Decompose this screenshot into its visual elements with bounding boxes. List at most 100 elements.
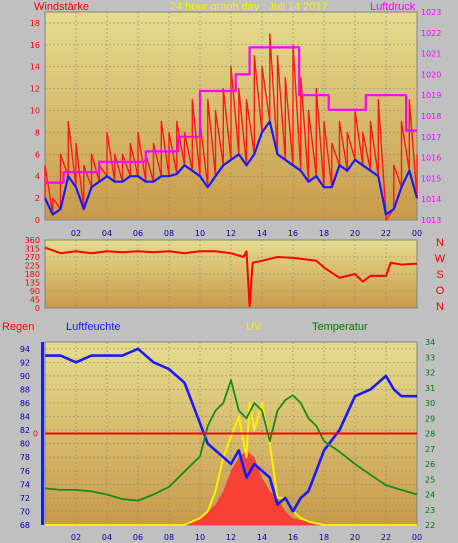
y2-tick-label: 28 — [425, 430, 435, 439]
y2-tick-label: 1017 — [421, 133, 441, 142]
y-tick-label: 82 — [20, 426, 30, 435]
y2-tick-label: 1018 — [421, 112, 441, 121]
y2-tick-label: 27 — [425, 445, 435, 454]
y2-tick-label: 29 — [425, 414, 435, 423]
rain-scale-bar — [41, 342, 44, 525]
regen-label: Regen — [2, 321, 34, 333]
x-tick-label: 00 — [412, 229, 422, 238]
y-tick-label: 88 — [20, 385, 30, 394]
y-tick-label: 90 — [30, 287, 40, 296]
x-tick-label: 12 — [226, 533, 236, 542]
x-tick-label: 02 — [71, 533, 81, 542]
y-tick-label: 72 — [20, 494, 30, 503]
luftdruck-label: Luftdruck — [370, 1, 416, 13]
y2-tick-label: 26 — [425, 460, 435, 469]
x-tick-label: 04 — [102, 229, 112, 238]
compass-label: O — [436, 285, 445, 297]
y2-tick-label: 24 — [425, 491, 435, 500]
y2-tick-label: 1021 — [421, 50, 441, 59]
temperature-line — [44, 379, 418, 502]
pressure-line — [45, 46, 417, 184]
y-tick-label: 2 — [35, 194, 40, 203]
y-tick-label: 94 — [20, 345, 30, 354]
y-tick-label: 135 — [25, 279, 40, 288]
y-tick-label: 360 — [25, 236, 40, 245]
humidity-line — [45, 347, 417, 513]
y2-tick-label: 1013 — [421, 216, 441, 225]
wind-gust-line — [44, 33, 418, 221]
temperatur-label: Temperatur — [312, 321, 368, 333]
y-tick-label: 16 — [30, 41, 40, 50]
y2-tick-label: 34 — [425, 338, 435, 347]
y2-tick-label: 33 — [425, 353, 435, 362]
y2-tick-label: 1022 — [421, 29, 441, 38]
y2-tick-label: 1015 — [421, 174, 441, 183]
x-tick-label: 10 — [195, 533, 205, 542]
y-tick-label: 10 — [30, 107, 40, 116]
x-tick-label: 06 — [133, 229, 143, 238]
x-tick-label: 14 — [257, 533, 267, 542]
compass-label: W — [435, 253, 446, 265]
luftfeuchte-label: Luftfeuchte — [66, 321, 120, 333]
x-tick-label: 00 — [412, 533, 422, 542]
y2-tick-label: 32 — [425, 369, 435, 378]
x-tick-label: 14 — [257, 229, 267, 238]
y-tick-label: 8 — [35, 128, 40, 137]
y-tick-label: 12 — [30, 85, 40, 94]
solar-area — [184, 450, 324, 525]
rain-zero-label: 0 — [33, 430, 38, 439]
y-tick-label: 6 — [35, 150, 40, 159]
compass-label: N — [436, 301, 444, 313]
x-tick-label: 18 — [319, 229, 329, 238]
x-tick-label: 22 — [381, 229, 391, 238]
y-tick-label: 80 — [20, 440, 30, 449]
wind-direction-line — [44, 246, 418, 308]
x-tick-label: 20 — [350, 229, 360, 238]
y-tick-label: 45 — [30, 296, 40, 305]
x-tick-label: 20 — [350, 533, 360, 542]
y-tick-label: 90 — [20, 372, 30, 381]
y-tick-label: 315 — [25, 245, 40, 254]
x-tick-label: 02 — [71, 229, 81, 238]
y2-tick-label: 1020 — [421, 70, 441, 79]
y2-tick-label: 25 — [425, 475, 435, 484]
y2-tick-label: 1019 — [421, 91, 441, 100]
x-tick-label: 18 — [319, 533, 329, 542]
wind-average-line — [44, 120, 419, 216]
y2-tick-label: 1016 — [421, 154, 441, 163]
y-tick-label: 68 — [20, 521, 30, 530]
y-tick-label: 76 — [20, 467, 30, 476]
x-tick-label: 06 — [133, 533, 143, 542]
y-tick-label: 0 — [35, 304, 40, 313]
y-tick-label: 78 — [20, 453, 30, 462]
x-tick-label: 16 — [288, 533, 298, 542]
y-tick-label: 180 — [25, 270, 40, 279]
uv-line — [45, 402, 417, 526]
y-tick-label: 86 — [20, 399, 30, 408]
y2-tick-label: 1014 — [421, 195, 441, 204]
uv-label: UV — [246, 321, 262, 333]
compass-label: S — [436, 269, 443, 281]
y-tick-label: 18 — [30, 19, 40, 28]
compass-label: N — [436, 237, 444, 249]
x-tick-label: 10 — [195, 229, 205, 238]
y-tick-label: 0 — [35, 216, 40, 225]
y2-tick-label: 1023 — [421, 8, 441, 17]
y-tick-label: 270 — [25, 253, 40, 262]
y-tick-label: 84 — [20, 413, 30, 422]
x-tick-label: 12 — [226, 229, 236, 238]
x-tick-label: 08 — [164, 533, 174, 542]
x-tick-label: 16 — [288, 229, 298, 238]
y-tick-label: 4 — [35, 172, 40, 181]
y-tick-label: 225 — [25, 262, 40, 271]
y-tick-label: 92 — [20, 358, 30, 367]
x-tick-label: 04 — [102, 533, 112, 542]
y2-tick-label: 30 — [425, 399, 435, 408]
y-tick-label: 74 — [20, 480, 30, 489]
y-tick-label: 14 — [30, 63, 40, 72]
x-tick-label: 22 — [381, 533, 391, 542]
windstarke-label: Windstärke — [34, 1, 89, 13]
